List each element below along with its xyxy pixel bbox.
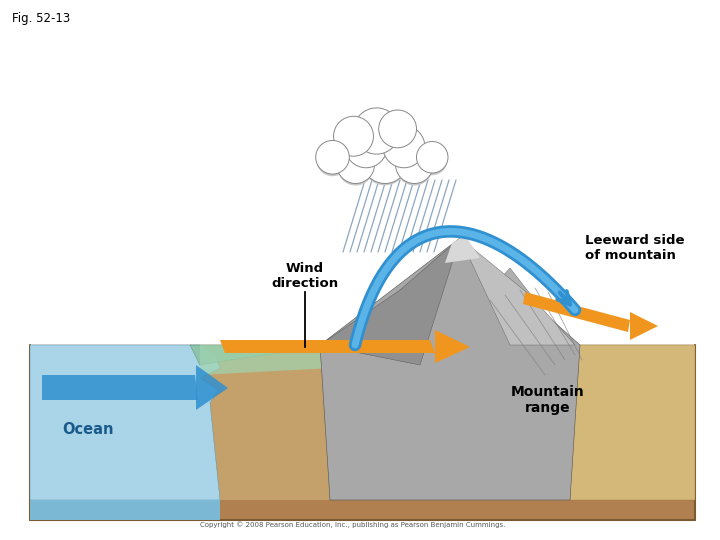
Circle shape <box>355 112 399 156</box>
Text: Leeward side
of mountain: Leeward side of mountain <box>585 234 685 262</box>
Circle shape <box>315 140 349 174</box>
Polygon shape <box>320 238 460 365</box>
Text: Fig. 52-13: Fig. 52-13 <box>12 12 71 25</box>
Circle shape <box>345 126 387 168</box>
Polygon shape <box>220 340 435 353</box>
Polygon shape <box>445 235 480 263</box>
Circle shape <box>379 110 416 148</box>
Circle shape <box>338 150 374 186</box>
Circle shape <box>384 130 424 170</box>
Circle shape <box>335 120 372 158</box>
Circle shape <box>395 146 433 184</box>
Polygon shape <box>435 330 470 363</box>
Circle shape <box>317 144 348 176</box>
Polygon shape <box>30 345 220 500</box>
Polygon shape <box>30 345 695 500</box>
Circle shape <box>416 141 448 173</box>
Polygon shape <box>630 312 658 340</box>
Polygon shape <box>196 365 228 410</box>
Circle shape <box>346 130 386 170</box>
Text: Ocean: Ocean <box>62 422 114 437</box>
Polygon shape <box>30 500 220 520</box>
Polygon shape <box>440 268 570 345</box>
Circle shape <box>418 145 447 175</box>
Polygon shape <box>190 345 450 380</box>
Polygon shape <box>460 238 575 345</box>
Circle shape <box>362 137 408 184</box>
Circle shape <box>397 150 432 186</box>
Polygon shape <box>320 238 580 500</box>
Text: Wind
direction: Wind direction <box>271 262 338 290</box>
Circle shape <box>337 146 374 184</box>
Circle shape <box>383 126 425 168</box>
Polygon shape <box>42 375 198 400</box>
Polygon shape <box>570 345 695 500</box>
Circle shape <box>363 141 407 185</box>
Text: Mountain
range: Mountain range <box>511 385 585 415</box>
Polygon shape <box>523 292 630 332</box>
Circle shape <box>379 114 415 150</box>
Text: Copyright © 2008 Pearson Education, Inc., publishing as Pearson Benjamin Cumming: Copyright © 2008 Pearson Education, Inc.… <box>200 521 505 528</box>
Circle shape <box>354 108 400 154</box>
Circle shape <box>333 116 374 156</box>
Polygon shape <box>200 345 440 380</box>
Polygon shape <box>30 500 695 520</box>
